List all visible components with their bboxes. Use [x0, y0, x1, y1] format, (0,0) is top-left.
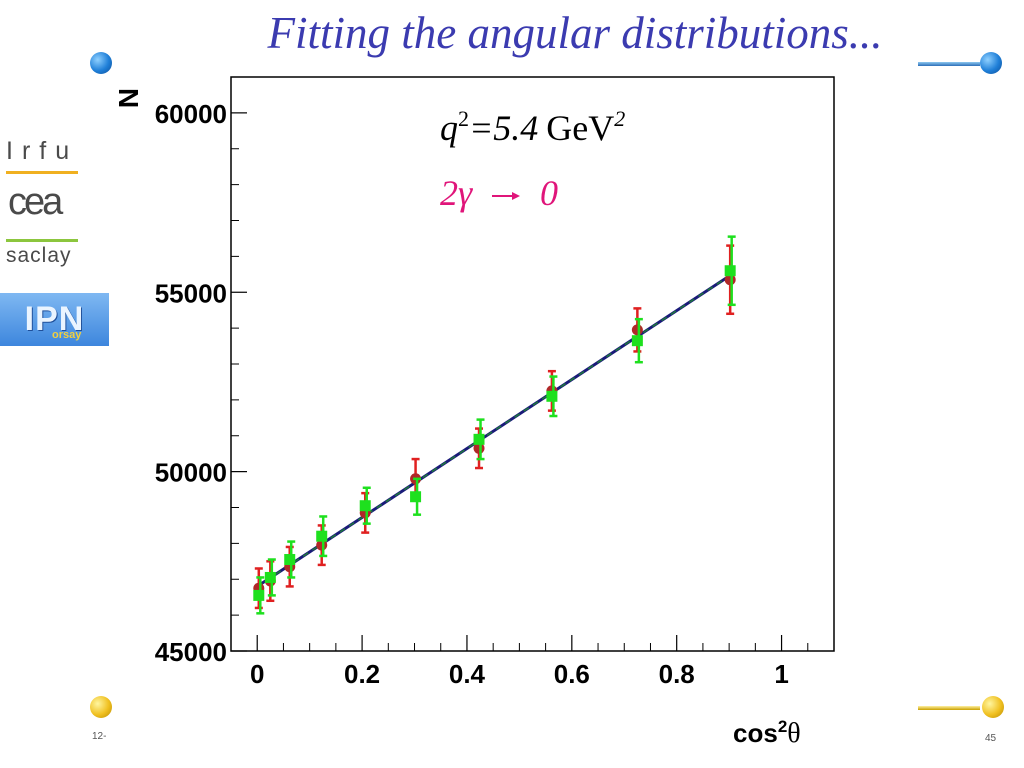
x-tick-label: 0.2	[344, 659, 380, 689]
data-point-square	[359, 500, 371, 512]
y-tick-labels: 45000 50000 55000 60000	[155, 99, 227, 667]
annotation-arrow-icon	[492, 192, 520, 200]
x-axis-label-theta: θ	[787, 718, 800, 749]
data-point-square	[284, 554, 296, 566]
logo-ipn-text: IPN	[24, 300, 85, 338]
decor-line-top-right	[918, 62, 980, 66]
x-axis-label-sup: 2	[778, 717, 787, 736]
data-point-square	[316, 530, 328, 542]
tick-marks	[230, 76, 835, 652]
decor-ball-bottom-right	[982, 696, 1004, 718]
x-tick-label: 0.4	[449, 659, 486, 689]
logo-cea: cea	[8, 181, 63, 223]
x-axis-label-main: cos	[733, 718, 778, 748]
logo-ipn-subtext: orsay	[52, 329, 82, 341]
logo-cea-underline	[6, 239, 78, 242]
x-tick-label: 0.6	[554, 659, 590, 689]
plot-frame	[230, 76, 835, 652]
decor-ball-top-right	[980, 52, 1002, 74]
y-tick-label: 55000	[155, 278, 227, 308]
x-tick-label: 1	[774, 659, 788, 689]
x-axis-label: cos2θ	[733, 717, 801, 749]
annotation-two-gamma-zero: 0	[540, 173, 558, 213]
annotation-q2-var: q	[440, 108, 458, 148]
annotation-q2: q2=5.4 GeV2	[440, 106, 625, 148]
data-point-square	[631, 335, 643, 347]
decor-ball-top-left	[90, 52, 112, 74]
series-square	[253, 235, 736, 615]
data-points	[253, 235, 736, 615]
x-tick-label: 0	[250, 659, 264, 689]
annotation-q2-value: =5.4	[469, 108, 538, 148]
annotation-two-gamma: 2γ	[440, 173, 473, 213]
data-point-square	[264, 571, 276, 583]
fit-lines	[256, 274, 730, 588]
y-axis-label: N	[113, 88, 144, 108]
y-tick-label: 45000	[155, 637, 227, 667]
page-number: 45	[985, 733, 997, 744]
data-point-circle	[631, 324, 643, 336]
footer-date: 12-	[92, 731, 107, 742]
decor-ball-bottom-left	[90, 696, 112, 718]
annotation-q2-unit: GeV	[546, 108, 614, 148]
logo-saclay: saclay	[6, 244, 72, 267]
x-tick-label: 0.8	[659, 659, 695, 689]
logo-irfu-underline	[6, 171, 78, 174]
y-tick-label: 50000	[155, 458, 227, 488]
x-tick-labels: 0 0.2 0.4 0.6 0.8 1	[250, 659, 789, 689]
data-point-square	[724, 265, 736, 277]
data-point-square	[473, 433, 485, 445]
annotation-q2-sup: 2	[458, 106, 469, 131]
logo-ipn: IPN orsay	[0, 293, 109, 346]
decor-line-bottom-right	[918, 706, 980, 710]
data-point-square	[546, 390, 558, 402]
y-tick-label: 60000	[155, 99, 227, 129]
data-point-square	[253, 589, 265, 601]
logo-irfu-text: Irfu	[6, 137, 79, 165]
slide-title: Fitting the angular distributions...	[267, 8, 883, 58]
data-point-square	[410, 491, 422, 503]
annotation-q2-unit-sup: 2	[614, 106, 625, 131]
fit-line	[256, 274, 730, 588]
